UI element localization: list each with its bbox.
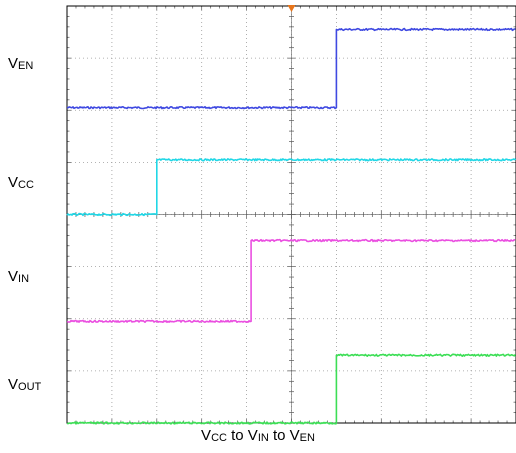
trace-in: [66, 238, 516, 324]
channel-label-cc: VCC: [8, 173, 34, 191]
trace-en: [66, 27, 516, 110]
channel-label-in: VIN: [8, 267, 30, 285]
channel-label-out: VOUT: [8, 375, 42, 393]
trace-out: [66, 353, 516, 425]
x-axis-label: VCC to VIN to VEN: [201, 427, 315, 444]
channel-label-en: VEN: [8, 55, 34, 73]
trace-cc: [66, 158, 516, 217]
traces: [66, 27, 516, 425]
trigger-marker: [287, 5, 296, 12]
